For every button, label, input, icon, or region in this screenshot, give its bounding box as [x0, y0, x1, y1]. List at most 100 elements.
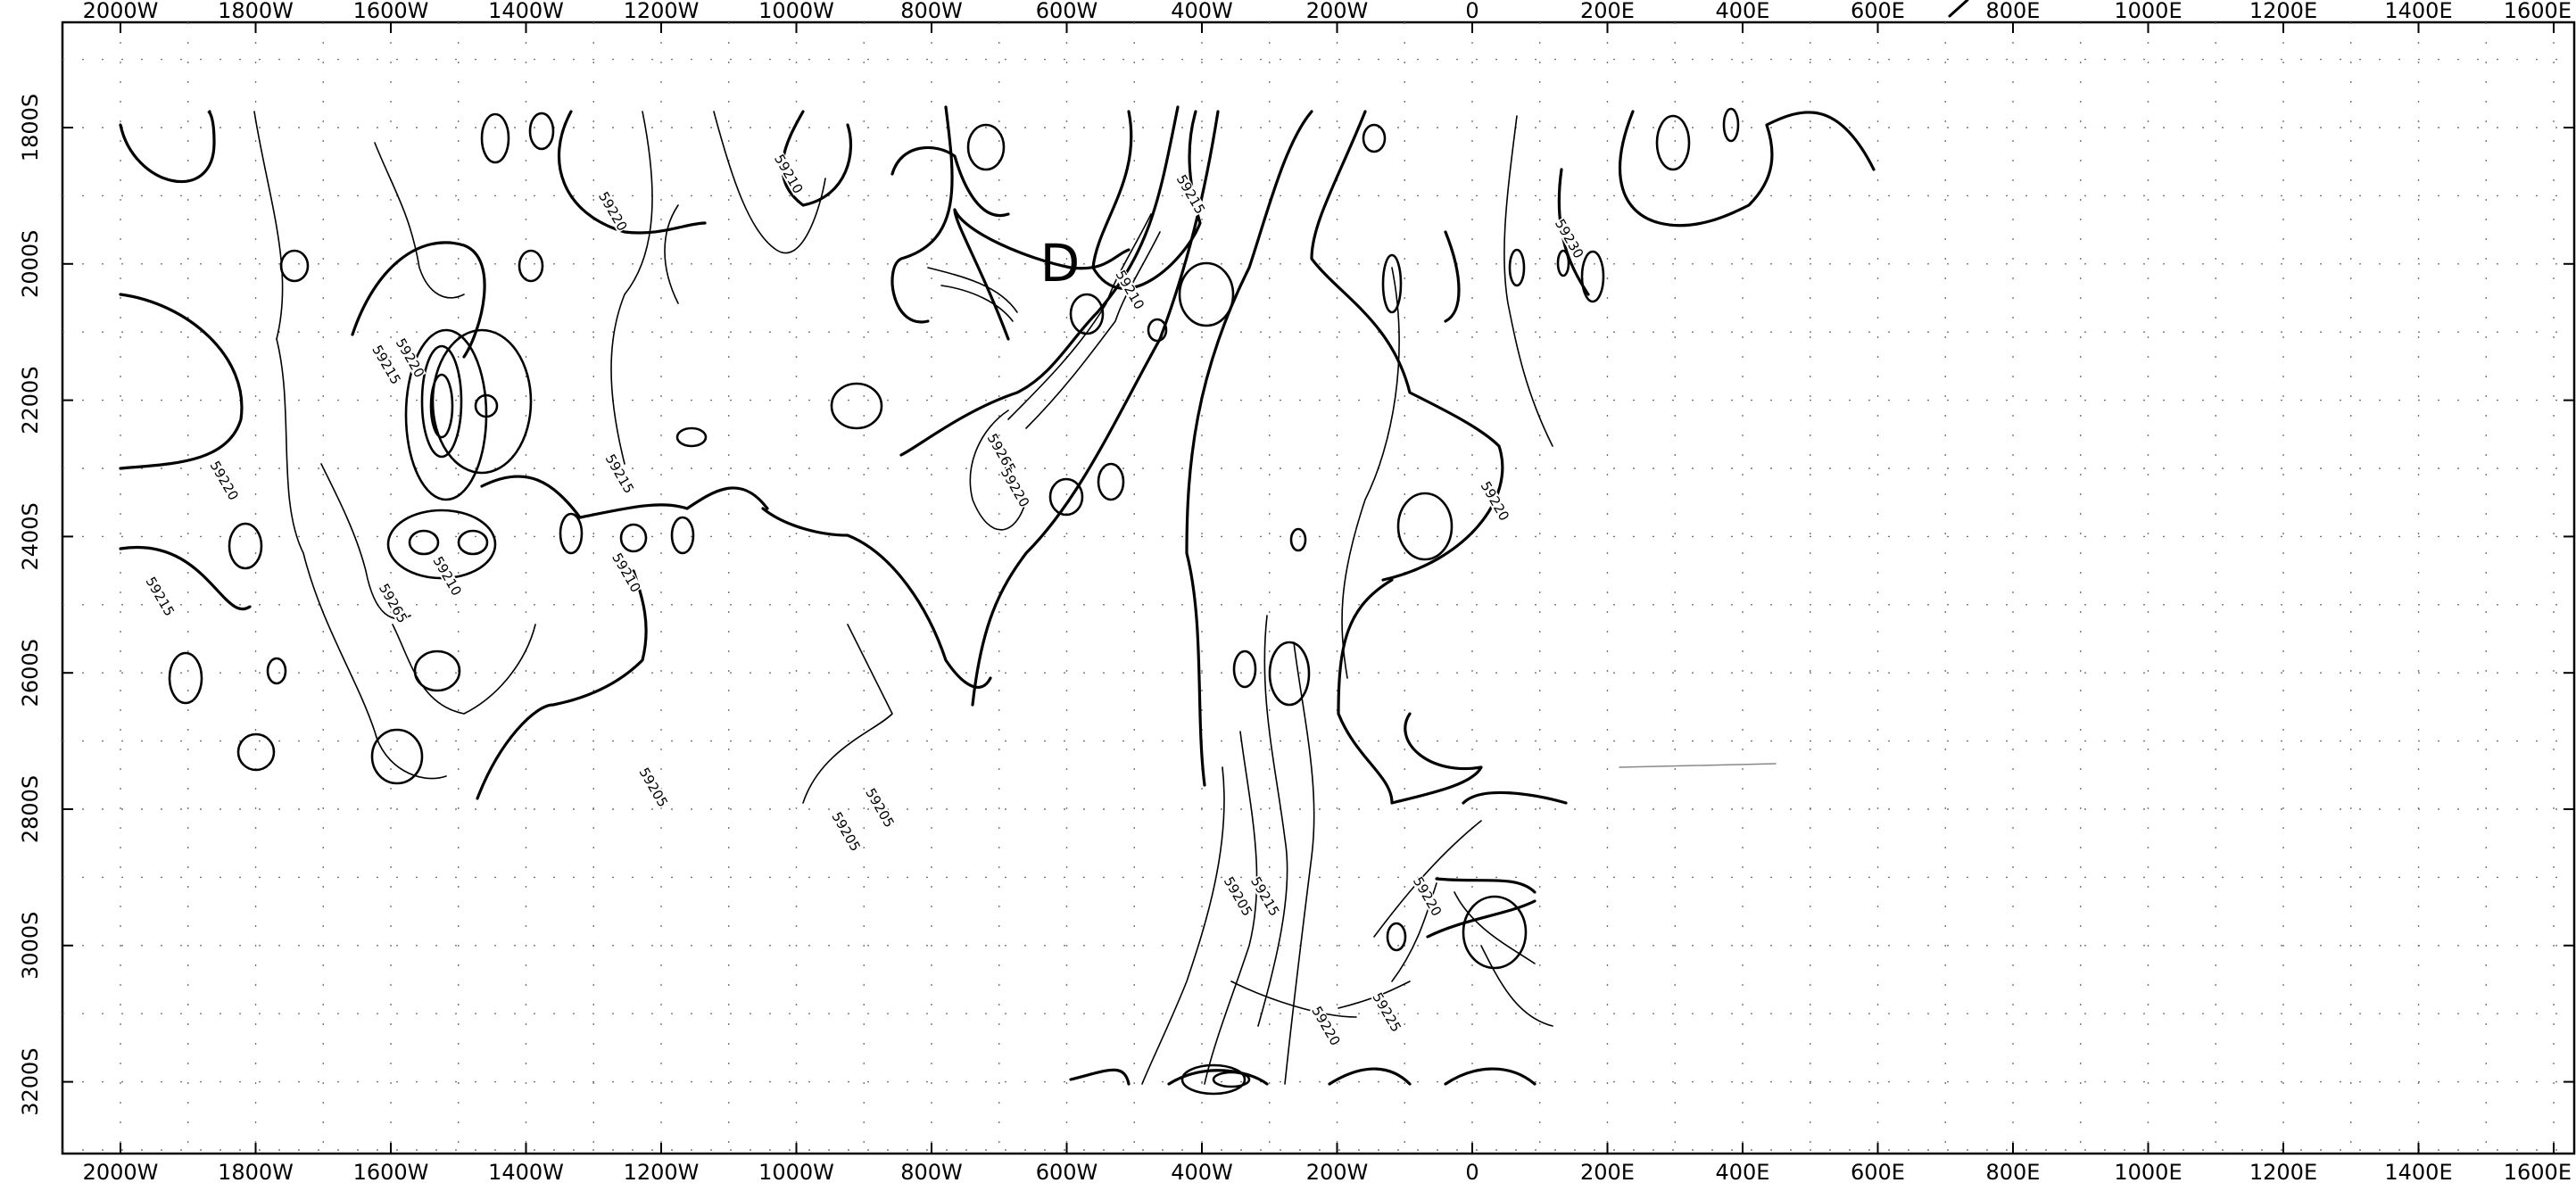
contour-label: 59220 [998, 465, 1032, 509]
contour-ring [1048, 477, 1084, 517]
contour-ring [1556, 249, 1570, 277]
contour-ring [457, 529, 489, 556]
contour-label: 59220 [1478, 479, 1512, 524]
contour-ring [266, 657, 287, 685]
contour-ring [279, 249, 310, 283]
contour-line [761, 507, 992, 689]
contour-ring [966, 123, 1006, 171]
svg-text:59220: 59220 [1410, 874, 1445, 919]
svg-text:59220: 59220 [1478, 479, 1512, 524]
y-tick-label: 2200S [18, 366, 43, 434]
y-tick-label: 2800S [18, 775, 43, 843]
contour-ring [528, 112, 555, 151]
x-tick-label: 1600E [2504, 1160, 2572, 1183]
contour-line [1007, 213, 1152, 420]
contour-ring [1289, 527, 1307, 552]
contour-line [1069, 1068, 1131, 1086]
x-tick-label: 1600W [353, 0, 429, 23]
x-tick-label: 800E [1986, 1160, 2041, 1183]
contour-label: 59230 [1552, 216, 1586, 261]
contour-label: 59210 [1113, 268, 1147, 312]
x-tick-label: 1000E [2114, 1160, 2182, 1183]
x-tick-label: 0 [1465, 0, 1479, 23]
contour-line [1284, 641, 1315, 1085]
contour-line [1204, 731, 1258, 1085]
contour-ring [1180, 1063, 1247, 1096]
svg-text:59220: 59220 [595, 189, 630, 234]
contour-line [1619, 110, 1876, 228]
contour-label: 59205 [636, 765, 671, 809]
x-tick-label: 1200E [2249, 0, 2317, 23]
contour-line [1444, 230, 1461, 323]
x-tick-label: 200E [1580, 0, 1635, 23]
x-tick-label: 400W [1171, 0, 1233, 23]
x-axis-labels-bottom: 2000W 1800W 1600W 1400W 1200W 1000W 800W 600W 40… [83, 1160, 2572, 1183]
contour-line [1444, 1067, 1536, 1086]
contour-ring [1386, 922, 1407, 952]
contour-line [1337, 578, 1483, 805]
contour-ring [1722, 107, 1740, 143]
contour-line [253, 111, 284, 340]
contour-ring [1381, 253, 1403, 314]
x-axis-labels-top: 2000W 1800W 1600W 1400W 1200W 1000W 800W 600W 40… [83, 0, 2572, 23]
contour-label: 59215 [602, 451, 637, 496]
marker-label: D [1040, 233, 1081, 294]
svg-text:59220: 59220 [206, 459, 241, 503]
x-tick-label: 400E [1716, 0, 1770, 23]
contour-ring [1178, 261, 1235, 327]
x-tick-label: 600W [1036, 1160, 1098, 1183]
contour-line [969, 410, 1027, 531]
pen-stroke [1619, 763, 1777, 768]
contour-line [1435, 877, 1536, 894]
x-tick-label: 600E [1851, 0, 1905, 23]
contour-ring [404, 328, 488, 501]
x-tick-label: 2000W [83, 1160, 159, 1183]
contour-label: 59220 [1410, 874, 1445, 919]
x-tick-label: 600E [1851, 1160, 1905, 1183]
contour-ring [1580, 250, 1605, 303]
contour-label: 59220 [595, 189, 630, 234]
contour-line [1141, 766, 1225, 1085]
x-tick-label: 800W [900, 0, 963, 23]
contour-line [802, 624, 893, 804]
contour-line [1426, 899, 1536, 939]
svg-text:59210: 59210 [771, 152, 806, 196]
contour-ring [1396, 492, 1454, 561]
x-tick-label: 600W [1036, 0, 1098, 23]
contour-label: 59220 [206, 459, 241, 503]
contour-line [971, 110, 1220, 707]
contour-lines [119, 0, 1969, 1096]
contour-line [1091, 110, 1202, 290]
svg-text:59215: 59215 [143, 574, 178, 618]
contour-line [1310, 110, 1504, 582]
contour-ring [431, 328, 533, 475]
x-tick-label: 1200W [624, 0, 700, 23]
graticule-grid [62, 22, 2574, 1154]
contour-ring [1212, 1071, 1251, 1088]
contour-line [1185, 110, 1313, 787]
x-tick-label: 1200E [2249, 1160, 2317, 1183]
svg-text:59210: 59210 [609, 550, 643, 595]
svg-text:59215: 59215 [602, 451, 637, 496]
svg-text:59230: 59230 [1552, 216, 1586, 261]
contour-label: 59215 [143, 574, 178, 618]
contour-line [1454, 891, 1536, 964]
x-tick-label: 400E [1716, 1160, 1770, 1183]
x-tick-label: 1800W [218, 1160, 294, 1183]
x-tick-label: 1400E [2384, 0, 2452, 23]
contour-label: 59265 [376, 581, 410, 625]
contour-ring [480, 112, 510, 164]
svg-text:59225: 59225 [1369, 990, 1404, 1035]
contour-line [713, 111, 826, 254]
contour-ring [1268, 641, 1311, 707]
x-tick-label: 1400W [488, 0, 564, 23]
x-tick-label: 1400E [2384, 1160, 2452, 1183]
x-tick-label: 400W [1171, 1160, 1233, 1183]
contour-line [480, 475, 769, 519]
y-tick-label: 3200S [18, 1047, 43, 1115]
contour-ring [1362, 123, 1387, 153]
contour-line [927, 267, 1018, 313]
x-tick-label: 1600W [353, 1160, 429, 1183]
svg-text:59265: 59265 [376, 581, 410, 625]
